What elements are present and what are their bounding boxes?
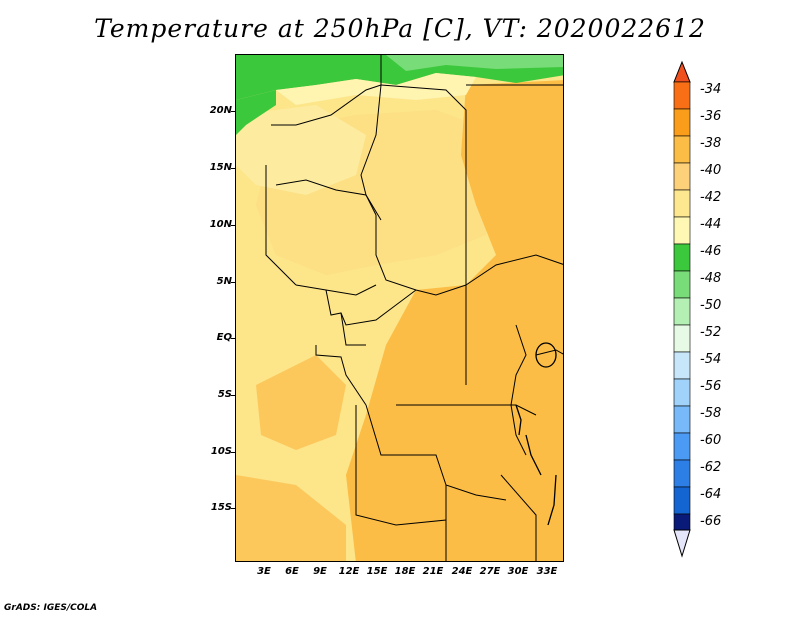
lon-label: 12E: [338, 566, 360, 577]
lat-tick: [231, 282, 235, 283]
colorbar: [673, 60, 691, 558]
legend-label: -42: [700, 190, 722, 205]
lat-label: EQ: [216, 332, 232, 343]
legend-label: -44: [700, 217, 722, 232]
lat-tick: [231, 508, 235, 509]
footer-credit: GrADS: IGES/COLA: [4, 603, 98, 613]
lon-label: 3E: [257, 566, 271, 577]
legend-label: -54: [700, 352, 722, 367]
legend-label: -34: [700, 82, 722, 97]
lon-label: 15E: [366, 566, 388, 577]
legend-label: -64: [700, 487, 722, 502]
lat-tick: [231, 338, 235, 339]
lat-tick: [231, 111, 235, 112]
legend-label: -38: [700, 136, 722, 151]
map-panel: [235, 54, 564, 562]
lat-label: 10S: [210, 446, 232, 457]
legend-label: -46: [700, 244, 722, 259]
lat-label: 20N: [209, 105, 232, 116]
legend-label: -60: [700, 433, 722, 448]
lat-tick: [231, 225, 235, 226]
lon-label: 33E: [536, 566, 558, 577]
lat-label: 10N: [209, 219, 232, 230]
lat-tick: [231, 168, 235, 169]
lat-tick: [231, 395, 235, 396]
legend-label: -66: [700, 514, 722, 529]
legend-label: -52: [700, 325, 722, 340]
legend-label: -48: [700, 271, 722, 286]
lat-label: 15N: [209, 162, 232, 173]
lat-label: 5S: [217, 389, 232, 400]
chart-title: Temperature at 250hPa [C], VT: 202002261…: [94, 14, 706, 43]
legend-label: -62: [700, 460, 722, 475]
colorbar-top-arrow: [673, 60, 691, 83]
lon-label: 9E: [313, 566, 327, 577]
lat-label: 5N: [216, 276, 232, 287]
lon-label: 27E: [479, 566, 501, 577]
legend-label: -36: [700, 109, 722, 124]
lon-label: 30E: [507, 566, 529, 577]
lon-label: 18E: [394, 566, 416, 577]
legend-label: -56: [700, 379, 722, 394]
legend-label: -50: [700, 298, 722, 313]
lon-label: 21E: [422, 566, 444, 577]
legend-label: -40: [700, 163, 722, 178]
colorbar-bottom-arrow: [673, 529, 691, 558]
lat-label: 15S: [210, 502, 232, 513]
temperature-field: [236, 55, 563, 561]
lat-tick: [231, 452, 235, 453]
lon-label: 24E: [451, 566, 473, 577]
legend-label: -58: [700, 406, 722, 421]
lon-label: 6E: [285, 566, 299, 577]
